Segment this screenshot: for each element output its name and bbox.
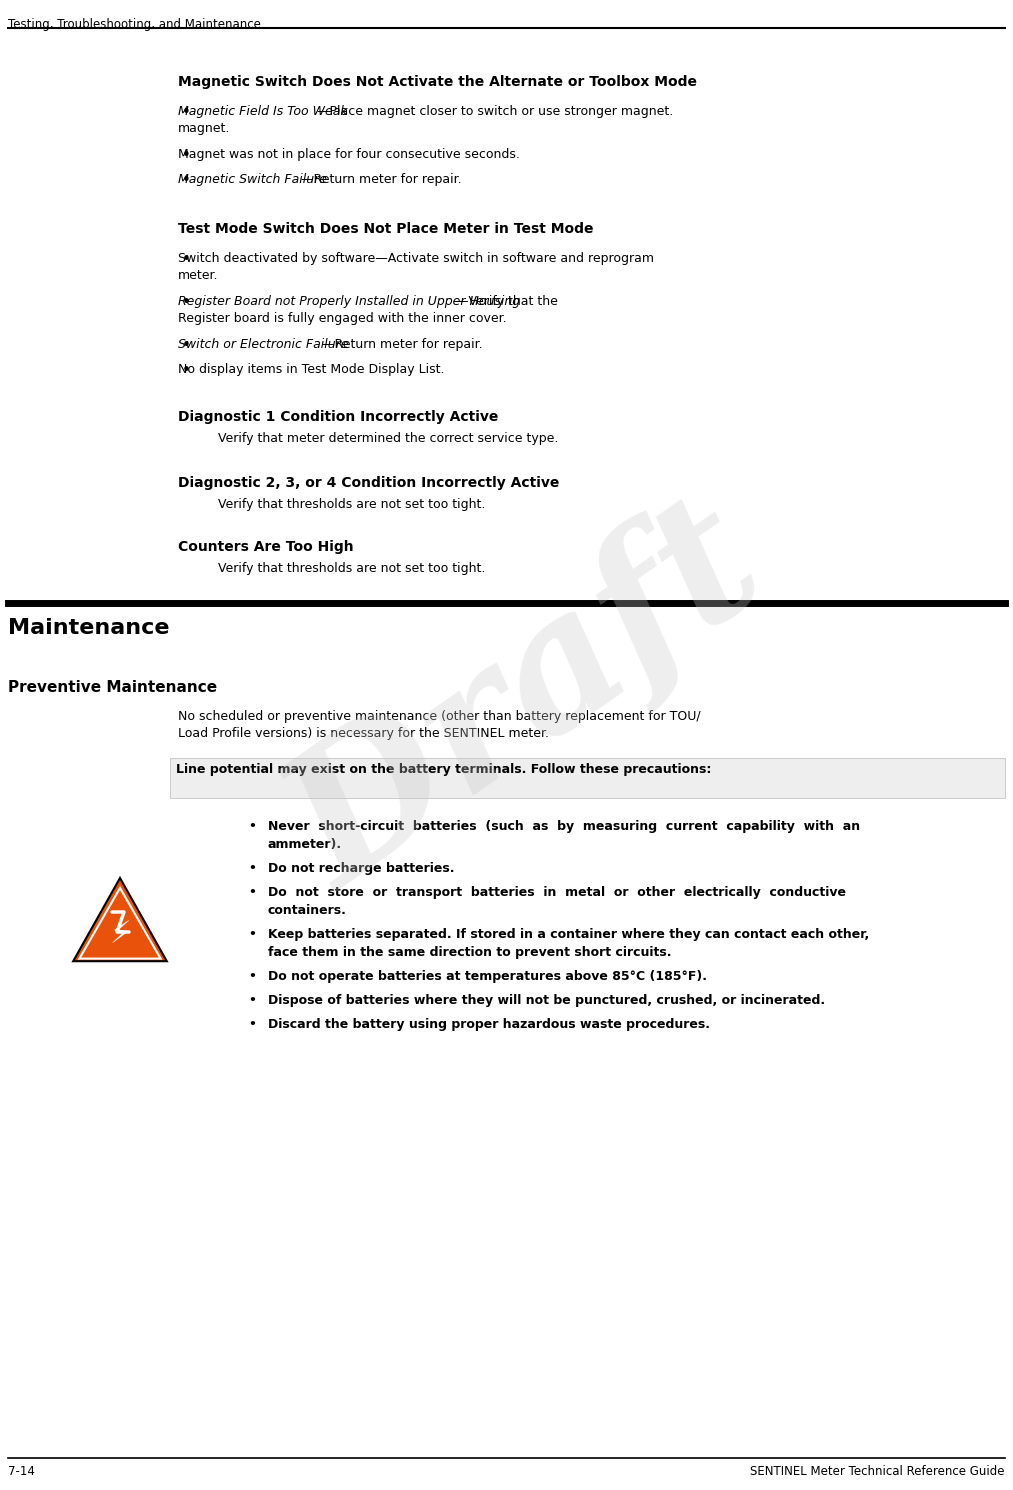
Text: Test Mode Switch Does Not Place Meter in Test Mode: Test Mode Switch Does Not Place Meter in…	[178, 222, 594, 235]
Text: •: •	[182, 252, 190, 267]
Text: Counters Are Too High: Counters Are Too High	[178, 539, 354, 554]
Text: Magnetic Switch Does Not Activate the Alternate or Toolbox Mode: Magnetic Switch Does Not Activate the Al…	[178, 74, 697, 89]
Text: •: •	[182, 173, 190, 188]
Text: •: •	[182, 295, 190, 310]
Text: Verify that thresholds are not set too tight.: Verify that thresholds are not set too t…	[218, 498, 485, 511]
Text: Dispose of batteries where they will not be punctured, crushed, or incinerated.: Dispose of batteries where they will not…	[268, 994, 826, 1007]
Text: Magnetic Field Is Too Weak: Magnetic Field Is Too Weak	[178, 104, 347, 118]
Text: Register Board not Properly Installed in Upper Housing: Register Board not Properly Installed in…	[178, 295, 520, 308]
Text: SENTINEL Meter Technical Reference Guide: SENTINEL Meter Technical Reference Guide	[751, 1465, 1005, 1478]
Text: •: •	[248, 887, 256, 898]
Text: Do  not  store  or  transport  batteries  in  metal  or  other  electrically  co: Do not store or transport batteries in m…	[268, 887, 846, 898]
Text: Switch or Electronic Failure: Switch or Electronic Failure	[178, 338, 348, 352]
Text: Magnet was not in place for four consecutive seconds.: Magnet was not in place for four consecu…	[178, 148, 520, 161]
Text: Load Profile versions) is necessary for the SENTINEL meter.: Load Profile versions) is necessary for …	[178, 727, 549, 741]
Text: No scheduled or preventive maintenance (other than battery replacement for TOU/: No scheduled or preventive maintenance (…	[178, 711, 701, 723]
Text: •: •	[248, 863, 256, 875]
Text: Magnetic Switch Failure: Magnetic Switch Failure	[178, 173, 327, 186]
Text: meter.: meter.	[178, 270, 219, 282]
Text: •: •	[248, 928, 256, 942]
Text: —Return meter for repair.: —Return meter for repair.	[301, 173, 462, 186]
Text: Discard the battery using proper hazardous waste procedures.: Discard the battery using proper hazardo…	[268, 1018, 710, 1031]
Polygon shape	[73, 878, 167, 961]
Text: Verify that meter determined the correct service type.: Verify that meter determined the correct…	[218, 432, 558, 446]
Text: Never  short-circuit  batteries  (such  as  by  measuring  current  capability  : Never short-circuit batteries (such as b…	[268, 820, 860, 833]
Text: No display items in Test Mode Display List.: No display items in Test Mode Display Li…	[178, 364, 445, 375]
Text: magnet.: magnet.	[178, 122, 230, 136]
Text: Keep batteries separated. If stored in a container where they can contact each o: Keep batteries separated. If stored in a…	[268, 928, 869, 942]
Text: •: •	[182, 104, 190, 121]
Text: •: •	[182, 148, 190, 162]
Text: •: •	[248, 970, 256, 983]
Text: Do not operate batteries at temperatures above 85°C (185°F).: Do not operate batteries at temperatures…	[268, 970, 707, 983]
Text: Switch deactivated by software—Activate switch in software and reprogram: Switch deactivated by software—Activate …	[178, 252, 654, 265]
Text: Maintenance: Maintenance	[8, 618, 169, 638]
Text: Verify that thresholds are not set too tight.: Verify that thresholds are not set too t…	[218, 562, 485, 575]
Text: Draft: Draft	[259, 477, 794, 924]
Text: —Return meter for repair.: —Return meter for repair.	[322, 338, 483, 352]
Text: •: •	[182, 364, 190, 378]
Text: Register board is fully engaged with the inner cover.: Register board is fully engaged with the…	[178, 311, 506, 325]
Text: Testing, Troubleshooting, and Maintenance: Testing, Troubleshooting, and Maintenanc…	[8, 18, 261, 31]
Text: Diagnostic 1 Condition Incorrectly Active: Diagnostic 1 Condition Incorrectly Activ…	[178, 410, 498, 425]
Text: Do not recharge batteries.: Do not recharge batteries.	[268, 863, 455, 875]
Text: •: •	[248, 820, 256, 833]
Text: •: •	[182, 338, 190, 353]
Text: containers.: containers.	[268, 904, 346, 916]
Text: ammeter).: ammeter).	[268, 837, 342, 851]
Text: Diagnostic 2, 3, or 4 Condition Incorrectly Active: Diagnostic 2, 3, or 4 Condition Incorrec…	[178, 475, 559, 490]
Text: —Verify that the: —Verify that the	[456, 295, 558, 308]
Text: •: •	[248, 1018, 256, 1031]
Text: Line potential may exist on the battery terminals. Follow these precautions:: Line potential may exist on the battery …	[176, 763, 711, 776]
Text: •: •	[248, 994, 256, 1007]
Text: Preventive Maintenance: Preventive Maintenance	[8, 679, 217, 694]
Text: face them in the same direction to prevent short circuits.: face them in the same direction to preve…	[268, 946, 672, 960]
Bar	[170, 758, 1005, 799]
Text: 7-14: 7-14	[8, 1465, 34, 1478]
Text: —Place magnet closer to switch or use stronger magnet.: —Place magnet closer to switch or use st…	[317, 104, 674, 118]
Text: ⚡: ⚡	[109, 921, 131, 949]
